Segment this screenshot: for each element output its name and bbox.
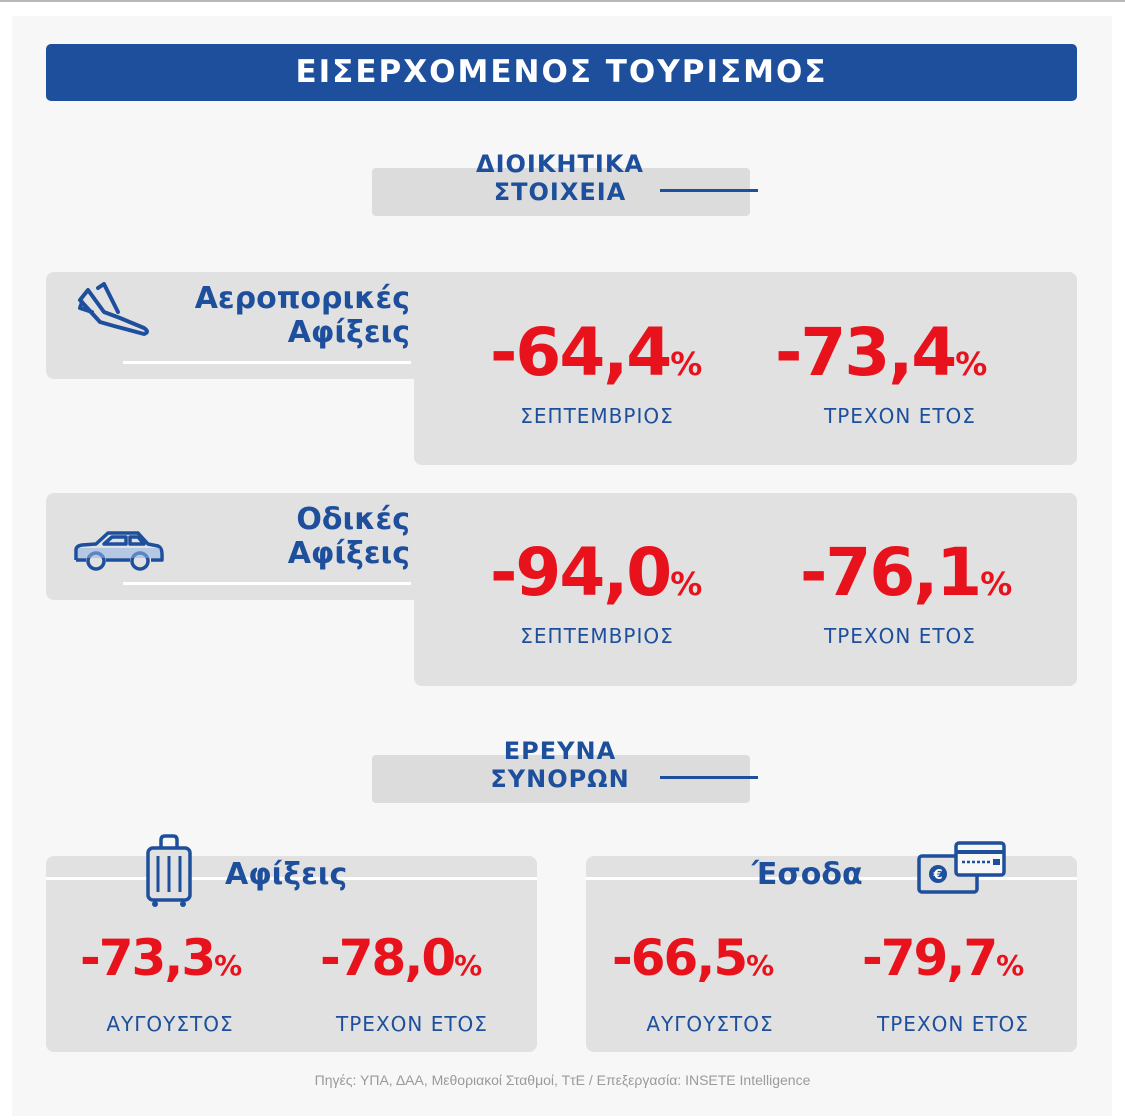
road-stat-ytd-value: -76,1	[800, 534, 982, 611]
section-underline	[660, 776, 758, 779]
percent-sign: %	[670, 565, 703, 603]
percent-sign: %	[996, 949, 1025, 982]
revenue-stat-august-value: -66,5	[612, 929, 748, 987]
road-stat-september-label: ΣΕΠΤΕΜΒΡΙΟΣ	[520, 624, 674, 648]
arrivals-stat-august-label: ΑΥΓΟΥΣΤΟΣ	[106, 1012, 234, 1036]
section-underline	[660, 189, 758, 192]
arrivals-panel	[46, 856, 537, 1052]
air-stat-september-label: ΣΕΠΤΕΜΒΡΙΟΣ	[520, 404, 674, 428]
air-stat-september-value: -64,4	[490, 314, 672, 391]
road-stat-september: -94,0%	[490, 538, 702, 619]
section-title-line1: ΕΡΕΥΝΑ	[503, 737, 617, 765]
section-header-survey	[372, 755, 750, 803]
section-title-survey: ΕΡΕΥΝΑ ΣΥΝΟΡΩΝ	[440, 737, 680, 793]
road-stat-ytd-label: ΤΡΕΧΟΝ ΕΤΟΣ	[824, 624, 976, 648]
arrivals-stat-august: -73,3%	[80, 930, 242, 994]
arrivals-stat-august-value: -73,3	[80, 929, 216, 987]
source-footnote: Πηγές: ΥΠΑ, ΔΑΑ, Μεθοριακοί Σταθμοί, ΤτΕ…	[314, 1072, 811, 1088]
percent-sign: %	[980, 565, 1013, 603]
road-row-stats-panel	[414, 493, 1077, 686]
arrivals-title: Αφίξεις	[225, 857, 348, 892]
air-title-line2: Αφίξεις	[287, 315, 410, 350]
air-title-underline	[123, 361, 411, 364]
revenue-stat-ytd: -79,7%	[862, 930, 1024, 994]
page-title: ΕΙΣΕΡΧΟΜΕΝΟΣ ΤΟΥΡΙΣΜΟΣ	[46, 44, 1077, 101]
percent-sign: %	[454, 949, 483, 982]
air-stat-ytd-value: -73,4	[775, 314, 957, 391]
revenue-header-line	[586, 877, 1077, 880]
air-stat-ytd: -73,4%	[775, 318, 987, 399]
road-stat-ytd: -76,1%	[800, 538, 1012, 619]
revenue-title: Έσοδα	[752, 857, 863, 892]
revenue-stat-ytd-label: ΤΡΕΧΟΝ ΕΤΟΣ	[877, 1012, 1029, 1036]
road-title-underline	[123, 582, 411, 585]
section-title-admin: ΔΙΟΙΚΗΤΙΚΑ ΣΤΟΙΧΕΙΑ	[440, 150, 680, 206]
road-title: Οδικές Αφίξεις	[160, 503, 410, 571]
percent-sign: %	[746, 949, 775, 982]
revenue-stat-august: -66,5%	[612, 930, 774, 994]
road-title-line2: Αφίξεις	[287, 536, 410, 571]
arrivals-header-line	[46, 877, 537, 880]
percent-sign: %	[955, 345, 988, 383]
car-icon	[74, 531, 164, 571]
section-title-line2: ΣΤΟΙΧΕΙΑ	[493, 178, 627, 206]
top-border	[0, 0, 1125, 2]
arrivals-stat-ytd-value: -78,0	[320, 929, 456, 987]
arrivals-stat-ytd-label: ΤΡΕΧΟΝ ΕΤΟΣ	[336, 1012, 488, 1036]
air-row-stats-panel	[414, 272, 1077, 465]
airplane-landing-icon	[78, 282, 149, 336]
road-stat-september-value: -94,0	[490, 534, 672, 611]
air-title: Αεροπορικές Αφίξεις	[160, 282, 410, 350]
euro-card-icon: €	[917, 841, 1006, 894]
section-title-line1: ΔΙΟΙΚΗΤΙΚΑ	[476, 150, 644, 178]
air-stat-september: -64,4%	[490, 318, 702, 399]
arrivals-stat-ytd: -78,0%	[320, 930, 482, 994]
percent-sign: %	[670, 345, 703, 383]
section-title-line2: ΣΥΝΟΡΩΝ	[490, 765, 630, 793]
air-title-line1: Αεροπορικές	[194, 281, 410, 316]
revenue-stat-ytd-value: -79,7	[862, 929, 998, 987]
svg-text:€: €	[932, 868, 942, 883]
section-header-admin	[372, 168, 750, 216]
suitcase-icon	[146, 834, 192, 907]
revenue-stat-august-label: ΑΥΓΟΥΣΤΟΣ	[646, 1012, 774, 1036]
air-stat-ytd-label: ΤΡΕΧΟΝ ΕΤΟΣ	[824, 404, 976, 428]
percent-sign: %	[214, 949, 243, 982]
road-title-line1: Οδικές	[296, 502, 410, 537]
revenue-panel	[586, 856, 1077, 1052]
